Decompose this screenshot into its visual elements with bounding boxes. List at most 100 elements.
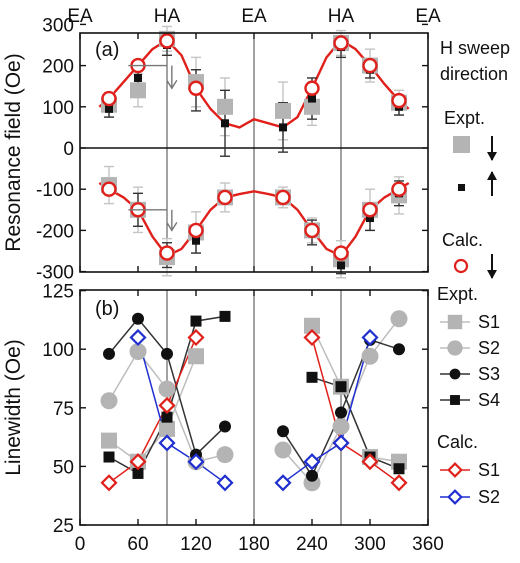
expt-up-sweep-point xyxy=(134,73,142,82)
series-line xyxy=(311,337,400,484)
calc-point xyxy=(333,35,349,51)
y-tick-label: 0 xyxy=(63,139,74,160)
calc-point xyxy=(304,80,320,96)
legend-entry-label: S1 xyxy=(478,312,500,332)
linewidth-point xyxy=(190,315,202,327)
linewidth-point xyxy=(159,420,175,437)
linewidth-point xyxy=(393,343,405,356)
legend-marker xyxy=(447,462,463,478)
linewidth-point xyxy=(303,328,321,347)
down-arrow-icon xyxy=(487,152,497,161)
linewidth-point xyxy=(361,347,379,365)
legend-layer: H sweepdirectionExpt.Calc.Expt.Calc.S1S2… xyxy=(437,38,510,507)
calc-point xyxy=(159,33,175,49)
linewidth-point xyxy=(187,453,205,471)
linewidth-point xyxy=(161,347,173,360)
linewidth-point xyxy=(303,453,321,471)
linewidth-point xyxy=(390,310,408,328)
calc-point xyxy=(391,92,407,109)
linewidth-point xyxy=(216,446,234,464)
y-axis-title-a: Resonance field (Oe) xyxy=(2,53,25,251)
legend-entry-label: S2 xyxy=(478,338,500,358)
y-tick-label: -300 xyxy=(36,263,74,284)
calc-point xyxy=(159,245,175,261)
legend-calc-label: Calc. xyxy=(442,230,483,250)
linewidth-point xyxy=(332,434,350,452)
top-axis-label: HA xyxy=(328,6,355,27)
y-tick-label: 50 xyxy=(53,457,74,478)
calc-point xyxy=(217,189,233,206)
linewidth-point xyxy=(274,474,292,492)
y-tick-label: 100 xyxy=(42,98,74,119)
linewidth-point xyxy=(390,474,408,492)
linewidth-point xyxy=(100,392,118,410)
calc-point xyxy=(362,57,378,74)
linewidth-point xyxy=(103,347,115,360)
linewidth-point xyxy=(161,411,173,423)
legend-entry-label: S2 xyxy=(478,487,500,507)
field-shift-arrowhead xyxy=(166,222,178,232)
calc-point xyxy=(333,245,349,261)
y-tick-label: -100 xyxy=(36,180,74,201)
linewidth-point xyxy=(274,441,292,459)
legend-marker-gray-square xyxy=(453,136,470,153)
calc-point xyxy=(362,202,378,218)
data-layer xyxy=(98,25,410,492)
linewidth-point xyxy=(361,453,379,471)
legend-expt-label: Expt. xyxy=(444,108,485,128)
x-tick-label: 60 xyxy=(127,534,148,555)
legend-marker-red-circle xyxy=(453,258,469,274)
legend-title-line: direction xyxy=(440,64,508,84)
calc-point xyxy=(101,181,117,197)
linewidth-point xyxy=(129,453,147,471)
down-arrow-icon xyxy=(487,270,497,279)
top-axis-label: EA xyxy=(241,6,267,27)
linewidth-point xyxy=(335,381,347,393)
x-tick-label: 300 xyxy=(354,534,386,555)
legend-entry-label: S3 xyxy=(478,364,500,384)
top-axis-label: EA xyxy=(415,6,441,27)
y-axis-title-b: Linewidth (Oe) xyxy=(2,339,25,476)
calc-curve xyxy=(98,181,410,258)
linewidth-point xyxy=(188,348,204,365)
expt-up-sweep-point xyxy=(308,94,316,103)
linewidth-point xyxy=(158,396,176,415)
x-tick-label: 360 xyxy=(412,534,444,555)
linewidth-point xyxy=(332,418,350,436)
legend-title-line: H sweep xyxy=(440,38,510,58)
calc-point xyxy=(391,181,407,197)
legend-marker-black-square xyxy=(458,184,465,191)
expt-down-sweep-point xyxy=(217,98,233,115)
x-tick-label: 240 xyxy=(296,534,328,555)
legend-marker xyxy=(447,489,463,505)
legend-marker xyxy=(450,395,460,405)
y-tick-label: 200 xyxy=(42,57,74,78)
linewidth-point xyxy=(219,310,231,322)
legend-marker xyxy=(449,368,461,380)
y-tick-label: 25 xyxy=(53,516,74,537)
field-shift-arrowhead xyxy=(166,79,178,90)
series-line xyxy=(311,376,400,470)
series-line xyxy=(311,325,400,463)
expt-down-sweep-point xyxy=(304,98,320,115)
calc-point xyxy=(101,90,117,107)
expt-up-sweep-point xyxy=(192,236,200,245)
axes-layer xyxy=(79,23,429,526)
calc-point xyxy=(304,222,320,239)
linewidth-point xyxy=(361,328,379,347)
expt-up-sweep-point xyxy=(337,261,345,270)
legend-expt-title: Expt. xyxy=(437,284,478,304)
series-line xyxy=(282,337,371,484)
linewidth-point xyxy=(129,343,147,361)
panel-label-a: (a) xyxy=(95,39,119,61)
linewidth-point xyxy=(101,432,117,449)
linewidth-point xyxy=(306,469,318,482)
linewidth-point xyxy=(132,467,144,479)
y-tick-label: 300 xyxy=(42,15,74,36)
linewidth-point xyxy=(158,380,176,398)
calc-point xyxy=(188,222,204,239)
calc-point xyxy=(275,189,291,206)
y-tick-label: 75 xyxy=(53,399,74,420)
expt-up-sweep-point xyxy=(221,119,229,128)
